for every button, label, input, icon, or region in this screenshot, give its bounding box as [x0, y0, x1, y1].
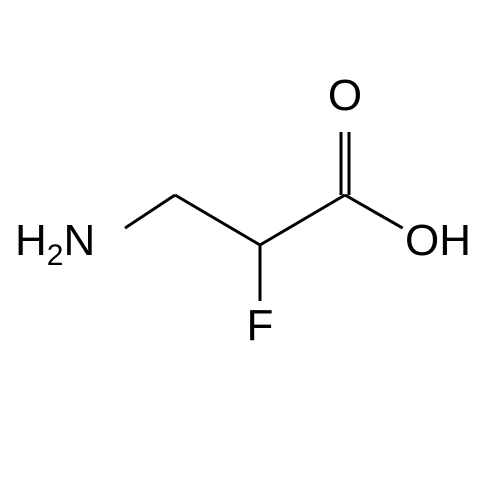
- bond-C2-C3: [260, 195, 345, 245]
- fluorine-label: F: [247, 301, 274, 350]
- amine-H: H: [15, 216, 47, 265]
- molecule-diagram: H2N O OH F: [0, 0, 500, 500]
- hydroxyl-label: OH: [405, 216, 471, 265]
- bond-C3-O2: [345, 195, 403, 228]
- bonds-layer: [125, 132, 403, 301]
- bond-N-C1: [125, 195, 175, 228]
- amine-label: H2N: [15, 216, 95, 272]
- hydroxyl-O: O: [405, 216, 439, 265]
- hydroxyl-H: H: [439, 216, 471, 265]
- bond-C1-C2: [175, 195, 260, 245]
- amine-N: N: [63, 216, 95, 265]
- carbonyl-oxygen-label: O: [328, 71, 362, 120]
- amine-subscript: 2: [47, 239, 64, 272]
